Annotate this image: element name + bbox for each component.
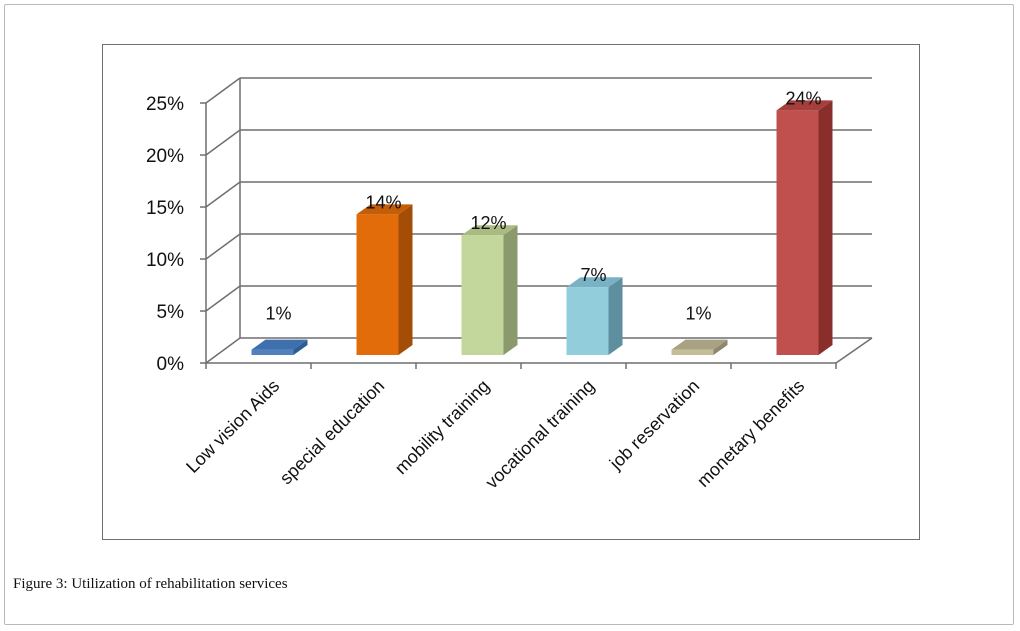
bar-side <box>398 204 413 355</box>
y-tick-label: 5% <box>157 302 185 323</box>
y-tick-label: 20% <box>146 146 184 167</box>
bar-side <box>293 339 308 355</box>
y-tick-label: 10% <box>146 250 184 271</box>
bar-front <box>461 235 504 355</box>
x-tick-label: mobility training <box>391 376 494 479</box>
bar-side <box>503 225 518 355</box>
bar-side <box>818 100 833 356</box>
gridline-depth <box>205 181 241 208</box>
bar-top <box>461 225 518 236</box>
gridline-depth <box>205 233 241 260</box>
figure-caption: Figure 3: Utilization of rehabilitation … <box>13 576 288 593</box>
axes <box>200 102 837 369</box>
x-tick-label: job reservation <box>605 376 703 474</box>
y-tick-label: 0% <box>157 354 185 375</box>
x-tick-label: monetary benefits <box>693 376 808 491</box>
floor-edge <box>835 337 873 364</box>
gridline-depth <box>205 337 241 364</box>
bars <box>251 100 833 356</box>
gridline-depth <box>205 129 241 156</box>
data-label: 1% <box>265 304 291 324</box>
bar-front <box>566 287 609 355</box>
x-tick-label: special education <box>276 376 389 489</box>
bar-front <box>671 349 714 355</box>
data-label: 14% <box>365 192 401 212</box>
x-tick-label: vocational training <box>482 376 599 493</box>
bar <box>356 204 413 355</box>
bar-top <box>251 339 308 350</box>
y-tick-label: 15% <box>146 198 184 219</box>
data-label: 12% <box>470 213 506 233</box>
bar-front <box>776 110 819 356</box>
y-tick-label: 25% <box>146 94 184 115</box>
data-label: 7% <box>580 265 606 285</box>
figure-caption-text: Utilization of rehabilitation services <box>71 576 288 592</box>
figure-caption-label: Figure 3: <box>13 576 68 592</box>
gridlines <box>205 77 873 364</box>
data-label: 24% <box>785 88 821 108</box>
bar-top <box>356 204 413 215</box>
data-label: 1% <box>685 304 711 324</box>
bar-top <box>671 339 728 350</box>
bar-front <box>251 349 294 355</box>
bar <box>461 225 518 355</box>
bar <box>566 277 623 355</box>
bar-top <box>566 277 623 288</box>
gridline-depth <box>205 77 241 104</box>
x-tick-label: Low vision Aids <box>182 376 283 477</box>
bar-side <box>608 277 623 355</box>
gridline-depth <box>205 285 241 312</box>
bar <box>776 100 833 356</box>
bar-side <box>713 339 728 355</box>
bar-top <box>776 100 833 111</box>
bar <box>251 339 308 355</box>
bar-front <box>356 214 399 355</box>
bar <box>671 339 728 355</box>
